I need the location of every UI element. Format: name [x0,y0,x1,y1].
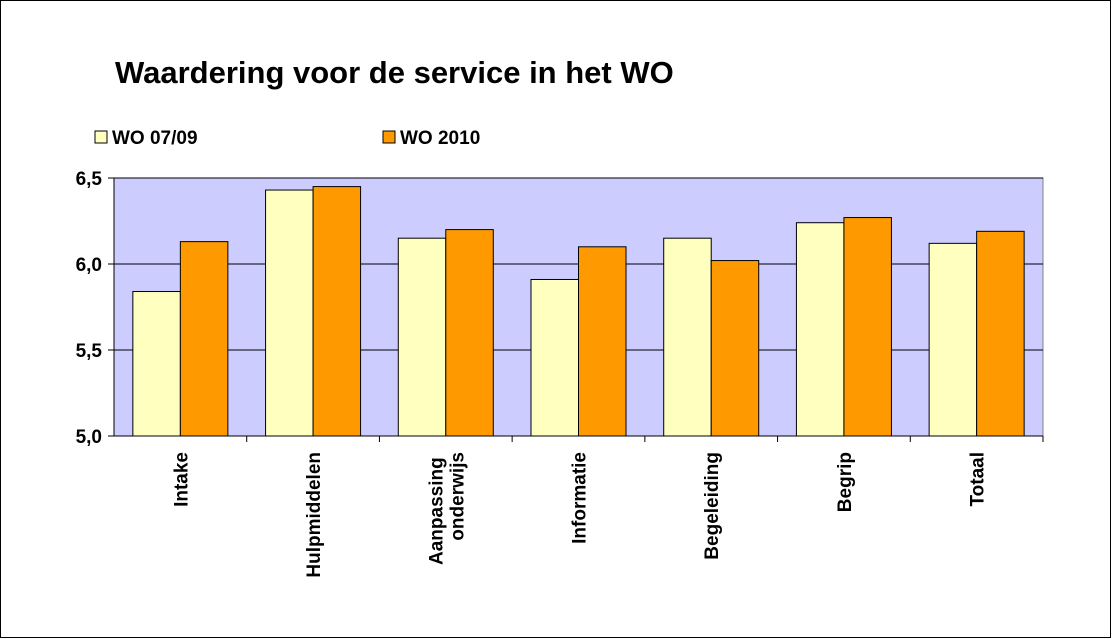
y-tick-label: 6,0 [76,255,102,276]
legend-label: WO 07/09 [112,128,198,149]
bar [843,217,892,437]
bar [928,242,978,437]
bar [312,186,362,437]
x-tick-label: Intake [171,452,192,507]
x-tick-label: Aanpassing onderwijs [426,452,468,565]
legend-label: WO 2010 [400,128,480,149]
chart-title: Waardering voor de service in het WO [115,55,674,90]
x-tick-label: Hulpmiddelen [304,452,325,578]
y-tick-label: 5,0 [76,427,102,448]
y-tick-label: 5,5 [76,341,103,362]
x-tick-label: Begrip [835,452,856,512]
bar [132,291,181,437]
bar [265,189,314,437]
legend-swatch [94,130,108,144]
bar [179,241,229,437]
bar [663,237,712,437]
bar [976,230,1025,437]
bar [445,229,494,437]
legend-swatch [382,130,396,144]
bar [397,237,447,437]
x-tick-label: Totaal [968,452,989,507]
bar [795,222,845,437]
y-tick-label: 6,5 [76,169,103,190]
bar [710,260,760,437]
x-tick-label: Begeleiding [702,452,723,560]
bar [530,278,579,437]
x-tick-label: Informatie [570,452,591,544]
bar [578,246,627,437]
